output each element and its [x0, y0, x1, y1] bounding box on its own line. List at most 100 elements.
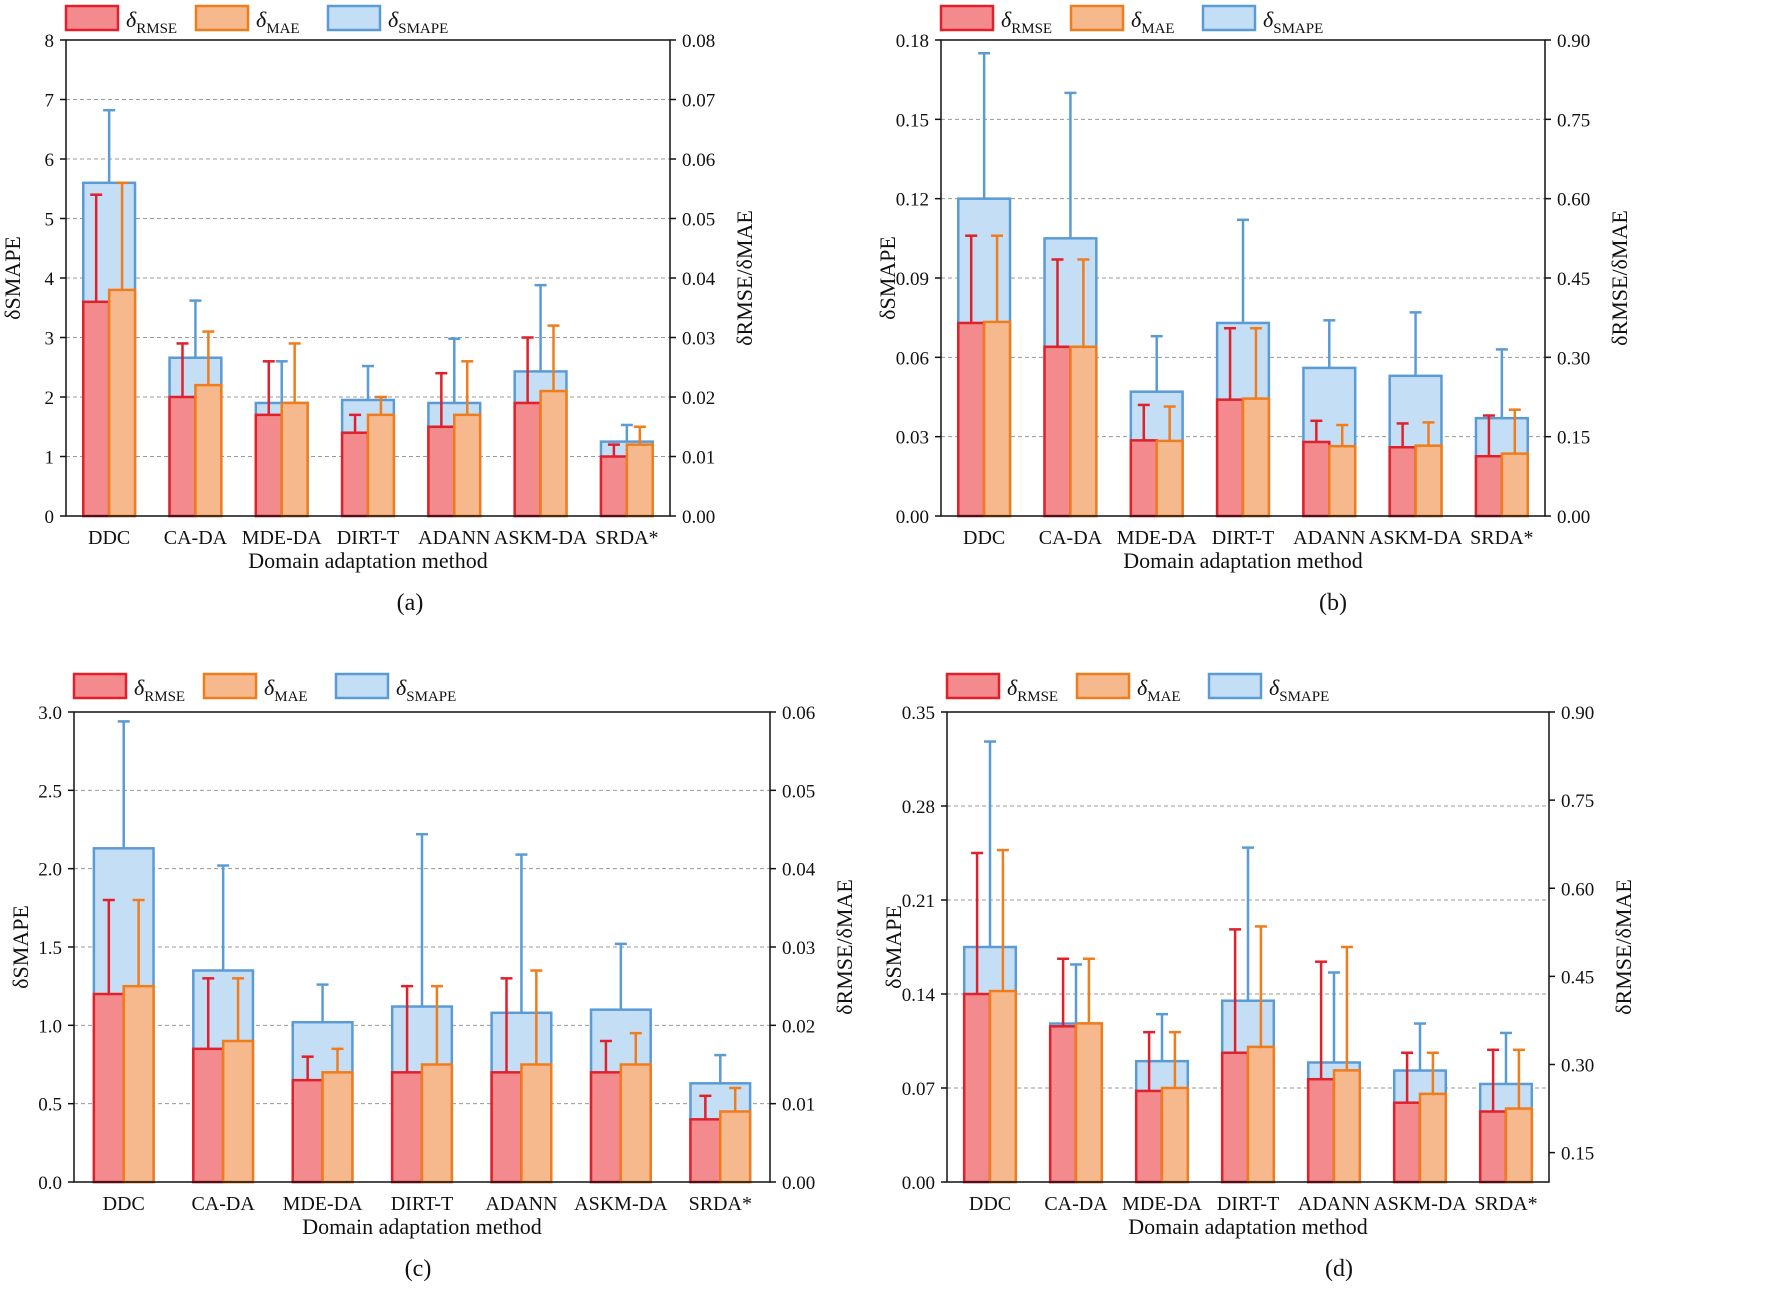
delta-symbol: δ	[264, 675, 275, 700]
y-left-tick-label: 3	[45, 329, 55, 350]
y-right-tick-label: 0.02	[682, 388, 715, 409]
panel-label: (c)	[405, 1256, 432, 1282]
bar-mae	[1069, 345, 1098, 518]
x-tick-label: ASKM-DA	[1369, 527, 1463, 549]
bar-mae	[366, 413, 396, 518]
bar-rmse	[291, 1078, 324, 1184]
legend: δRMSE δMAE δSMAPE	[72, 672, 456, 705]
legend-rmse-swatch	[945, 672, 1001, 700]
y-right-tick-label: 0.90	[1561, 703, 1594, 724]
subscript: SMAPE	[1273, 21, 1323, 37]
bar-rmse	[589, 1071, 623, 1184]
y-left-tick-label: 1	[45, 448, 55, 469]
legend-mae-label: δMAE	[256, 7, 300, 37]
x-tick-label: CA-DA	[164, 527, 228, 549]
legend-smape-swatch	[334, 672, 390, 700]
bar-mae	[321, 1071, 354, 1184]
y-left-tick-label: 0.03	[896, 428, 929, 449]
y-right-tick-label: 0.45	[1557, 269, 1590, 290]
y-left-tick-label: 0.00	[902, 1173, 935, 1194]
bar-mae	[221, 1039, 255, 1184]
x-axis-title: Domain adaptation method	[1123, 548, 1363, 573]
bar-rmse	[427, 425, 456, 518]
y-right-tick-label: 0.30	[1557, 348, 1590, 369]
bar-mae	[1155, 439, 1184, 518]
bar-rmse	[254, 413, 283, 518]
x-tick-label: SRDA*	[689, 1193, 752, 1215]
bar-mae	[982, 320, 1012, 518]
legend-smape-swatch	[1207, 672, 1263, 700]
legend: δRMSE δMAE δSMAPE	[64, 4, 448, 37]
bar-mae	[1500, 452, 1529, 518]
y-left-tick-label: 0.07	[902, 1079, 935, 1100]
y-left-tick-label: 2	[45, 388, 55, 409]
x-tick-label: ASKM-DA	[1373, 1193, 1467, 1215]
delta-symbol: δ	[256, 7, 267, 32]
y-right-tick-label: 0.02	[782, 1016, 815, 1037]
y-left-tick-label: 0.09	[896, 269, 929, 290]
y-right-tick-label: 0.07	[682, 91, 715, 112]
y-right-tick-label: 0.00	[782, 1173, 815, 1194]
bar-rmse	[1474, 454, 1504, 518]
delta-symbol: δ	[396, 675, 407, 700]
bar-rmse	[1129, 439, 1158, 518]
bar-mae	[1246, 1045, 1276, 1184]
legend-rmse-label: δRMSE	[126, 7, 177, 37]
delta-symbol: δ	[1269, 675, 1280, 700]
bar-mae	[453, 413, 482, 518]
bar-rmse	[1220, 1051, 1250, 1184]
x-axis-title: Domain adaptation method	[302, 1214, 542, 1239]
subscript: MAE	[266, 21, 299, 37]
y-right-tick-label: 0.00	[1557, 507, 1590, 528]
bar-rmse	[82, 300, 111, 518]
y-left-tick-label: 2.0	[38, 860, 62, 881]
legend-rmse-label: δRMSE	[1007, 675, 1058, 705]
bar-rmse	[599, 455, 629, 518]
x-tick-label: SRDA*	[1474, 1193, 1537, 1215]
legend-smape-label: δSMAPE	[396, 675, 456, 705]
y-right-axis-title: δRMSE/δMAE	[1607, 210, 1632, 346]
legend-mae-swatch	[1075, 672, 1131, 700]
delta-symbol: δ	[1131, 7, 1142, 32]
subscript: MAE	[274, 689, 307, 705]
delta-symbol: δ	[388, 7, 399, 32]
x-tick-label: DIRT-T	[337, 527, 400, 549]
x-tick-label: MDE-DA	[1122, 1193, 1203, 1215]
y-right-tick-label: 0.60	[1561, 879, 1594, 900]
x-tick-label: MDE-DA	[283, 1193, 364, 1215]
chart-panel-a: DDC CA-DA MDE-DA DIRT-T ADANN ASKM-DA SRDA* 0 1 2…	[0, 4, 757, 616]
x-tick-label: MDE-DA	[242, 527, 323, 549]
x-tick-label: DDC	[963, 527, 1005, 549]
y-left-tick-label: 0.21	[902, 891, 935, 912]
y-right-tick-label: 0.30	[1561, 1056, 1594, 1077]
bar-rmse	[957, 321, 986, 518]
legend-mae-label: δMAE	[1137, 675, 1181, 705]
y-left-tick-label: 0.00	[896, 507, 929, 528]
bar-rmse	[1478, 1110, 1508, 1184]
legend-mae-swatch	[202, 672, 258, 700]
delta-symbol: δ	[1137, 675, 1148, 700]
x-tick-label: ADANN	[418, 527, 490, 549]
bar-rmse	[1134, 1089, 1164, 1184]
y-right-tick-label: 0.04	[682, 269, 716, 290]
x-tick-label: ADANN	[1298, 1193, 1370, 1215]
bar-mae	[122, 984, 155, 1184]
bar-rmse	[1048, 1025, 1078, 1184]
bar-rmse	[1388, 445, 1417, 518]
y-left-tick-label: 0.06	[896, 348, 929, 369]
subscript: RMSE	[1011, 21, 1052, 37]
y-right-tick-label: 0.15	[1561, 1144, 1594, 1165]
bar-mae	[619, 1063, 652, 1184]
subscript: RMSE	[1017, 689, 1058, 705]
bar-rmse	[1302, 440, 1331, 518]
y-left-tick-label: 7	[45, 91, 55, 112]
y-left-tick-label: 5	[45, 210, 55, 231]
y-left-tick-label: 2.5	[38, 781, 62, 802]
y-right-tick-label: 0.01	[682, 448, 715, 469]
legend-mae-label: δMAE	[264, 675, 308, 705]
bar-rmse	[340, 431, 370, 518]
y-right-axis-title: δRMSE/δMAE	[832, 879, 857, 1015]
x-tick-label: CA-DA	[191, 1193, 255, 1215]
y-left-tick-label: 8	[45, 31, 55, 52]
x-tick-label: ADANN	[1293, 527, 1365, 549]
